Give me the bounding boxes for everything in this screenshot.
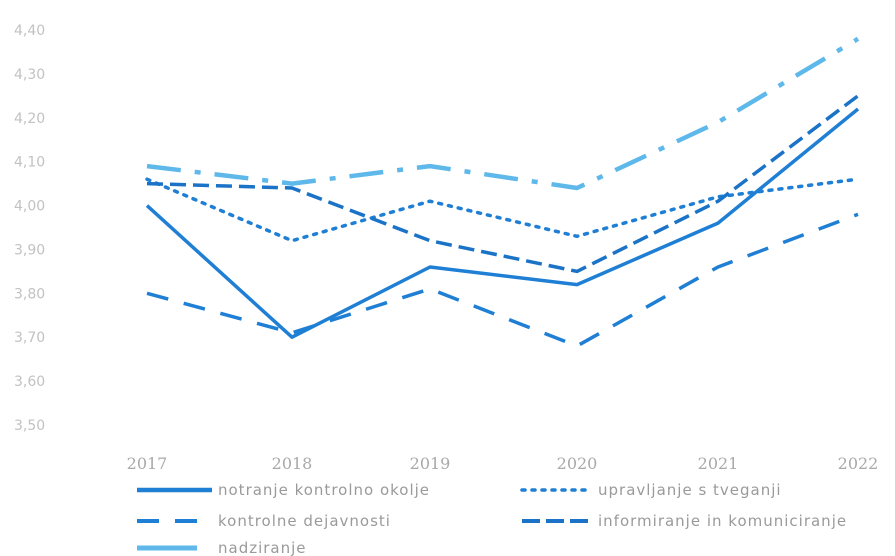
legend-item: nadziranje xyxy=(137,539,307,556)
x-tick-label: 2019 xyxy=(410,454,451,473)
legend-label: notranje kontrolno okolje xyxy=(218,481,430,499)
series-line-2 xyxy=(146,212,859,348)
y-tick-label: 3,50 xyxy=(14,418,45,434)
y-tick-label: 3,60 xyxy=(14,374,45,390)
legend: notranje kontrolno okolje upravljanje s t… xyxy=(137,481,847,556)
series-line-1 xyxy=(145,177,860,243)
y-axis-ticks: 4,40 4,30 4,20 4,10 4,00 3,90 3,80 3,70 3,60 3,50 xyxy=(14,23,45,434)
legend-label: kontrolne dejavnosti xyxy=(218,512,391,530)
legend-label: nadziranje xyxy=(218,539,307,556)
y-tick-label: 4,20 xyxy=(14,111,45,127)
y-tick-label: 3,90 xyxy=(14,242,45,258)
legend-item: informiranje in komuniciranje xyxy=(522,512,847,530)
x-tick-label: 2018 xyxy=(272,454,313,473)
legend-item: notranje kontrolno okolje xyxy=(137,481,430,499)
y-tick-label: 3,70 xyxy=(14,330,45,346)
series-line-4 xyxy=(146,36,860,191)
x-tick-label: 2017 xyxy=(127,454,168,473)
legend-item: kontrolne dejavnosti xyxy=(137,512,391,530)
x-axis-ticks: 2017 2018 2019 2020 2021 2022 xyxy=(127,454,879,473)
series-lines xyxy=(145,36,860,348)
x-tick-label: 2022 xyxy=(838,454,879,473)
y-tick-label: 4,10 xyxy=(14,155,45,171)
series-line-3 xyxy=(146,94,860,274)
legend-label: informiranje in komuniciranje xyxy=(598,512,847,530)
legend-label: upravljanje s tveganji xyxy=(598,481,782,499)
legend-item: upravljanje s tveganji xyxy=(520,481,782,499)
x-tick-label: 2020 xyxy=(557,454,598,473)
y-tick-label: 3,80 xyxy=(14,286,45,302)
y-tick-label: 4,00 xyxy=(14,199,45,215)
y-tick-label: 4,40 xyxy=(14,23,45,39)
series-line-0 xyxy=(145,107,860,339)
x-tick-label: 2021 xyxy=(698,454,739,473)
y-tick-label: 4,30 xyxy=(14,67,45,83)
